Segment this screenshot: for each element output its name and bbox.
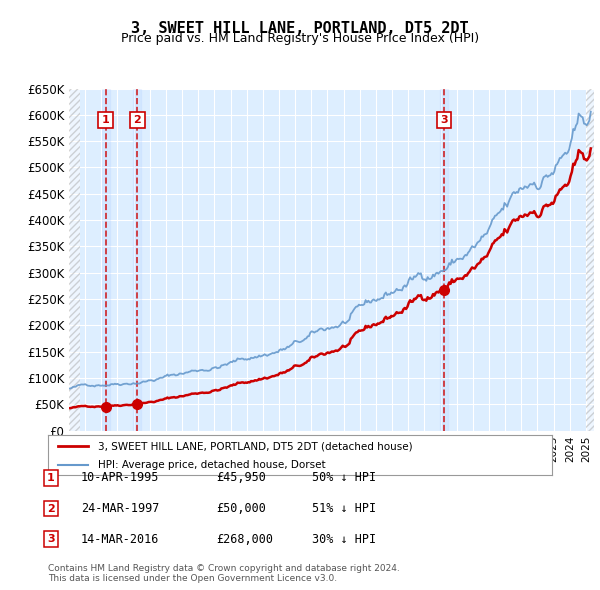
Text: Price paid vs. HM Land Registry's House Price Index (HPI): Price paid vs. HM Land Registry's House … bbox=[121, 32, 479, 45]
Text: 14-MAR-2016: 14-MAR-2016 bbox=[81, 533, 160, 546]
Text: 24-MAR-1997: 24-MAR-1997 bbox=[81, 502, 160, 515]
Text: 3: 3 bbox=[440, 115, 448, 125]
Bar bbox=[69, 88, 80, 431]
Text: 1: 1 bbox=[102, 115, 110, 125]
Text: £50,000: £50,000 bbox=[216, 502, 266, 515]
Text: HPI: Average price, detached house, Dorset: HPI: Average price, detached house, Dors… bbox=[98, 460, 326, 470]
Text: 30% ↓ HPI: 30% ↓ HPI bbox=[312, 533, 376, 546]
Bar bbox=[101, 88, 110, 431]
Text: £268,000: £268,000 bbox=[216, 533, 273, 546]
Bar bbox=[440, 88, 448, 431]
Text: 3, SWEET HILL LANE, PORTLAND, DT5 2DT (detached house): 3, SWEET HILL LANE, PORTLAND, DT5 2DT (d… bbox=[98, 441, 413, 451]
Text: 1: 1 bbox=[47, 473, 55, 483]
Text: £45,950: £45,950 bbox=[216, 471, 266, 484]
Text: Contains HM Land Registry data © Crown copyright and database right 2024.
This d: Contains HM Land Registry data © Crown c… bbox=[48, 563, 400, 583]
Bar bbox=[586, 88, 594, 431]
Text: 2: 2 bbox=[133, 115, 141, 125]
Text: 2: 2 bbox=[47, 504, 55, 513]
Text: 3: 3 bbox=[47, 535, 55, 544]
Text: 3, SWEET HILL LANE, PORTLAND, DT5 2DT: 3, SWEET HILL LANE, PORTLAND, DT5 2DT bbox=[131, 21, 469, 35]
Bar bbox=[133, 88, 142, 431]
Text: 10-APR-1995: 10-APR-1995 bbox=[81, 471, 160, 484]
Text: 51% ↓ HPI: 51% ↓ HPI bbox=[312, 502, 376, 515]
Text: 50% ↓ HPI: 50% ↓ HPI bbox=[312, 471, 376, 484]
